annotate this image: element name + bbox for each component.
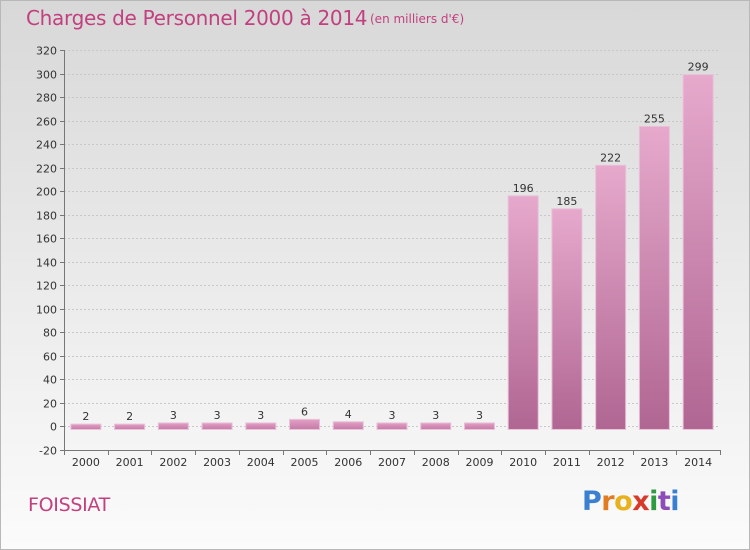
y-tick-label: 60 — [43, 351, 57, 364]
data-label-2005: 6 — [301, 405, 308, 418]
logo-letter: P — [582, 486, 602, 517]
bar-2011 — [551, 208, 583, 430]
y-tick-label: 100 — [36, 304, 57, 317]
logo-letter: i — [670, 486, 680, 517]
y-tick-label: 300 — [36, 69, 57, 82]
x-tick-label: 2006 — [334, 456, 362, 469]
y-tick-label: 260 — [36, 116, 57, 129]
x-tick-label: 2013 — [640, 456, 668, 469]
bar-2007 — [376, 422, 408, 430]
data-label-2003: 3 — [214, 409, 221, 422]
bar-2005 — [289, 418, 321, 430]
logo-letter: x — [632, 486, 650, 517]
logo-letter: t — [657, 486, 671, 517]
y-tick-label: 40 — [43, 374, 57, 387]
y-tick-label: 140 — [36, 257, 57, 270]
bar-2010 — [507, 195, 539, 430]
x-tick-label: 2008 — [422, 456, 450, 469]
bar-2012 — [595, 164, 627, 430]
bar-2003 — [201, 422, 233, 430]
x-tick-label: 2004 — [247, 456, 275, 469]
data-label-2012: 222 — [600, 151, 621, 164]
x-tick-label: 2002 — [159, 456, 187, 469]
data-label-2014: 299 — [688, 61, 709, 74]
x-tick-label: 2014 — [684, 456, 712, 469]
y-tick-label: 220 — [36, 163, 57, 176]
x-tick-label: 2011 — [553, 456, 581, 469]
data-label-2011: 185 — [556, 195, 577, 208]
bar-2008 — [420, 422, 452, 430]
y-tick-label: 200 — [36, 186, 57, 199]
commune-name: FOISSIAT — [28, 494, 110, 516]
x-tick-label: 2010 — [509, 456, 537, 469]
x-tick-label: 2012 — [597, 456, 625, 469]
data-label-2010: 196 — [513, 182, 534, 195]
bar-2013 — [638, 125, 670, 430]
y-tick-label: 80 — [43, 327, 57, 340]
x-tick-label: 2009 — [465, 456, 493, 469]
data-label-2000: 2 — [82, 410, 89, 423]
logo-letter: i — [649, 486, 658, 517]
data-label-2009: 3 — [476, 409, 483, 422]
data-label-2002: 3 — [170, 409, 177, 422]
x-tick-label: 2001 — [116, 456, 144, 469]
logo-letter: o — [614, 486, 633, 517]
x-tick-label: 2000 — [72, 456, 100, 469]
data-label-2004: 3 — [257, 409, 264, 422]
chart-title: Charges de Personnel 2000 à 2014 — [26, 6, 368, 30]
bar-2002 — [157, 422, 189, 430]
data-label-2001: 2 — [126, 410, 133, 423]
bar-2014 — [682, 74, 714, 430]
y-tick-label: -20 — [39, 445, 57, 458]
data-label-2013: 255 — [644, 112, 665, 125]
data-label-2007: 3 — [389, 409, 396, 422]
bar-2009 — [463, 422, 495, 430]
y-tick-label: 320 — [36, 45, 57, 58]
y-tick-label: 280 — [36, 92, 57, 105]
y-tick-label: 180 — [36, 210, 57, 223]
proxiti-logo: Proxiti — [582, 486, 680, 517]
y-tick-label: 20 — [43, 398, 57, 411]
y-tick-label: 160 — [36, 233, 57, 246]
bar-2006 — [332, 421, 364, 430]
data-label-2006: 4 — [345, 408, 352, 421]
bar-2001 — [114, 423, 146, 430]
bar-2000 — [70, 423, 102, 430]
y-tick-label: 240 — [36, 139, 57, 152]
y-tick-label: 0 — [50, 421, 57, 434]
y-tick-label: 120 — [36, 280, 57, 293]
x-tick-label: 2003 — [203, 456, 231, 469]
chart-subtitle: (en milliers d'€) — [370, 12, 465, 26]
logo-letter: r — [601, 486, 615, 517]
bar-2004 — [245, 422, 277, 430]
data-label-2008: 3 — [432, 409, 439, 422]
x-tick-label: 2005 — [291, 456, 319, 469]
x-tick-label: 2007 — [378, 456, 406, 469]
